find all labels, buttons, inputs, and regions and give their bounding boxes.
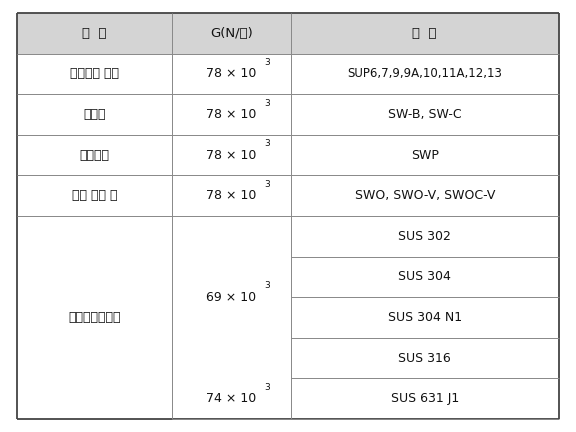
Text: SUS 304 N1: SUS 304 N1	[388, 311, 462, 324]
Text: 78 × 10: 78 × 10	[206, 149, 256, 162]
Text: G(N/㎢): G(N/㎢)	[210, 27, 252, 40]
Bar	[17, 135, 172, 175]
Text: 3: 3	[264, 281, 270, 290]
Text: 78 × 10: 78 × 10	[206, 67, 256, 80]
Text: SUS 304: SUS 304	[398, 270, 451, 283]
Text: 오일 템퍼 선: 오일 템퍼 선	[71, 189, 117, 202]
Bar	[291, 54, 559, 94]
Text: 3: 3	[264, 58, 270, 67]
Bar	[17, 216, 172, 257]
Bar	[17, 297, 172, 338]
Bar	[291, 175, 559, 216]
Text: 스프링강 강재: 스프링강 강재	[70, 67, 119, 80]
Text: 재  료: 재 료	[82, 27, 107, 40]
Text: 피아노선: 피아노선	[79, 149, 109, 162]
Bar	[172, 175, 291, 216]
Bar	[291, 338, 559, 378]
Bar	[17, 13, 172, 54]
Bar	[172, 54, 291, 94]
Text: 3: 3	[264, 180, 270, 189]
Bar	[291, 216, 559, 257]
Bar	[172, 216, 291, 257]
Text: SUP6,7,9,9A,10,11A,12,13: SUP6,7,9,9A,10,11A,12,13	[347, 67, 502, 80]
Text: 기  호: 기 호	[412, 27, 437, 40]
Bar	[172, 13, 291, 54]
Bar	[291, 13, 559, 54]
Text: 74 × 10: 74 × 10	[206, 392, 256, 405]
Text: 3: 3	[264, 98, 270, 108]
Bar	[172, 135, 291, 175]
Text: 스테인리스강선: 스테인리스강선	[68, 311, 121, 324]
Text: SWP: SWP	[411, 149, 439, 162]
Bar	[291, 378, 559, 419]
Bar	[291, 297, 559, 338]
Text: SW-B, SW-C: SW-B, SW-C	[388, 108, 461, 121]
Bar	[172, 297, 291, 338]
Bar	[17, 94, 172, 135]
Text: SUS 631 J1: SUS 631 J1	[391, 392, 459, 405]
Bar	[17, 175, 172, 216]
Bar	[172, 378, 291, 419]
Text: SUS 302: SUS 302	[398, 230, 451, 243]
Bar	[172, 94, 291, 135]
Bar	[17, 257, 172, 297]
Bar	[291, 135, 559, 175]
Bar	[291, 257, 559, 297]
Text: 69 × 10: 69 × 10	[206, 291, 256, 304]
Text: SWO, SWO-V, SWOC-V: SWO, SWO-V, SWOC-V	[354, 189, 495, 202]
Text: 3: 3	[264, 383, 270, 392]
Text: 78 × 10: 78 × 10	[206, 189, 256, 202]
Bar	[291, 94, 559, 135]
Bar	[172, 338, 291, 378]
Bar	[172, 257, 291, 297]
Text: SUS 316: SUS 316	[399, 352, 451, 365]
Text: 78 × 10: 78 × 10	[206, 108, 256, 121]
Text: 3: 3	[264, 139, 270, 148]
Bar	[17, 378, 172, 419]
Bar	[17, 54, 172, 94]
Text: 경강선: 경강선	[83, 108, 105, 121]
Bar	[17, 338, 172, 378]
